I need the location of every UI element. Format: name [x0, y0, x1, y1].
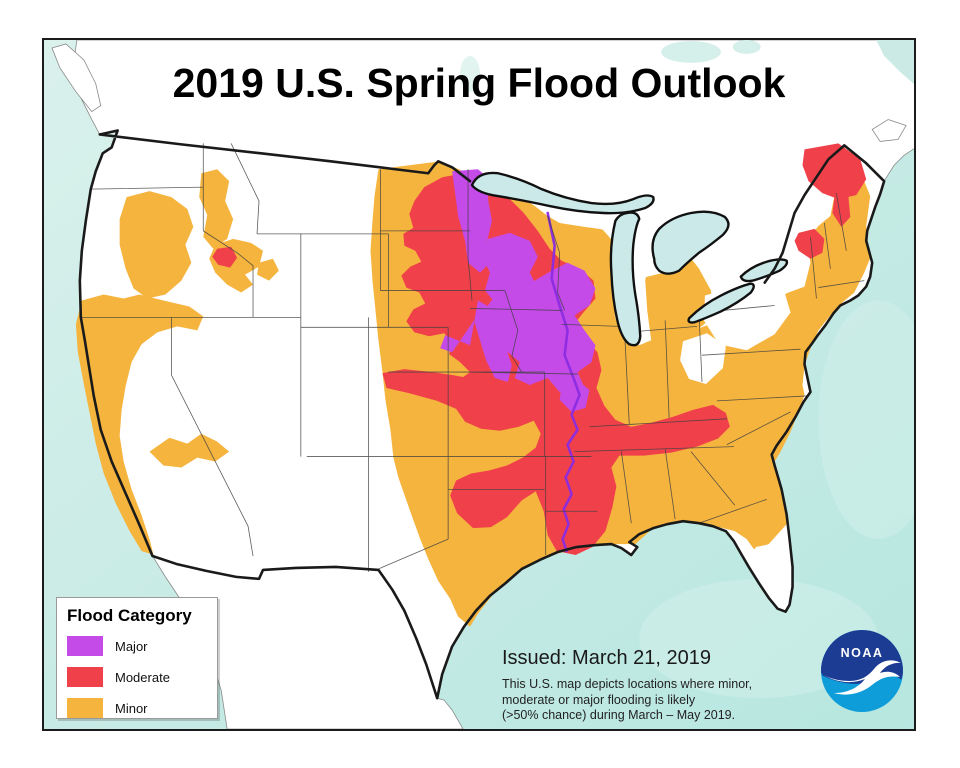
lake-winnipeg: [460, 55, 480, 92]
map-title: 2019 U.S. Spring Flood Outlook: [172, 60, 786, 106]
issued-block: Issued: March 21, 2019 This U.S. map dep…: [502, 647, 832, 724]
legend-item-moderate: Moderate: [67, 667, 217, 687]
atlantic-water-highlight: [818, 300, 914, 540]
legend-title: Flood Category: [67, 606, 192, 625]
moderate-label: Moderate: [115, 669, 170, 685]
legend-item-minor: Minor: [67, 698, 217, 718]
moderate-swatch: [67, 667, 103, 687]
mississippi-river: [546, 211, 581, 553]
state-borders: [81, 143, 865, 572]
lake-superior: [470, 171, 655, 215]
map-frame: 2019 U.S. Spring Flood Outlook Flood Cat…: [42, 38, 916, 731]
lake-huron: [651, 210, 730, 275]
issued-date: Issued: March 21, 2019: [502, 647, 712, 669]
noaa-logo-dark-half: [821, 630, 903, 684]
major-label: Major: [115, 638, 148, 654]
flood-category-legend: Flood Category Major Moderate Minor: [56, 597, 218, 719]
description-line-3: (>50% chance) during March – May 2019.: [502, 708, 736, 722]
minor-label: Minor: [115, 700, 148, 716]
major-flood-region: [440, 169, 596, 412]
nova-scotia: [871, 119, 907, 142]
lake-michigan: [609, 211, 642, 347]
great-lakes: [470, 171, 789, 347]
noaa-logo: NOAA: [821, 630, 903, 712]
noaa-logo-text: NOAA: [841, 646, 884, 660]
minor-swatch: [67, 698, 103, 718]
legend-item-major: Major: [67, 636, 217, 656]
issued-description: This U.S. map depicts locations where mi…: [502, 677, 832, 724]
us-outline: [78, 129, 886, 700]
canadian-lake-small: [732, 40, 761, 54]
gulf-water-highlight: [639, 578, 879, 699]
lake-erie: [687, 282, 755, 324]
major-swatch: [67, 636, 103, 656]
noaa-seagull-icon: [822, 660, 901, 695]
gulf-of-st-lawrence: [876, 40, 914, 84]
canadian-lake: [661, 40, 721, 63]
description-line-2: moderate or major flooding is likely: [502, 692, 696, 707]
description-line-1: This U.S. map depicts locations where mi…: [502, 677, 753, 691]
vancouver-island: [51, 43, 102, 113]
